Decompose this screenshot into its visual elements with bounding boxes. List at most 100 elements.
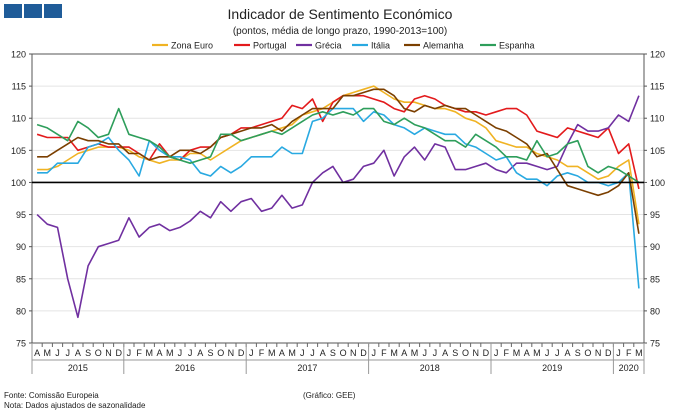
series-line-portugal xyxy=(36,94,640,190)
y-tick-label-right: 90 xyxy=(650,242,660,252)
year-label: 2020 xyxy=(619,363,639,373)
chart: Indicador de Sentimento Económico (ponto… xyxy=(11,6,665,374)
legend-label: Alemanha xyxy=(423,41,464,51)
x-tick-label: M xyxy=(44,348,52,358)
x-tick-label: J xyxy=(127,348,132,358)
legend-label: Portugal xyxy=(253,41,287,51)
legend-label: Zona Euro xyxy=(171,41,213,51)
year-label: 2015 xyxy=(68,363,88,373)
y-tick-label-right: 115 xyxy=(650,82,664,92)
x-tick-label: A xyxy=(75,348,81,358)
series-line-alemanha xyxy=(37,88,640,234)
x-tick-label: N xyxy=(105,348,112,358)
x-tick-label: F xyxy=(381,348,387,358)
x-tick-label: M xyxy=(390,348,398,358)
x-tick-label: D xyxy=(238,348,245,358)
y-tick-label-left: 95 xyxy=(16,210,26,220)
year-label: 2016 xyxy=(175,363,195,373)
chart-credit: (Gráfico: GEE) xyxy=(303,391,356,400)
year-label: 2017 xyxy=(297,363,317,373)
y-tick-label-right: 80 xyxy=(650,306,660,316)
y-tick-label-right: 105 xyxy=(650,146,665,156)
y-tick-label-right: 75 xyxy=(650,339,660,349)
y-tick-label-right: 110 xyxy=(650,114,664,124)
x-tick-label: J xyxy=(249,348,254,358)
series-line-espanha xyxy=(36,107,640,184)
y-tick-label-left: 80 xyxy=(16,306,26,316)
x-tick-label: J xyxy=(300,348,305,358)
x-tick-label: A xyxy=(156,348,162,358)
x-tick-label: S xyxy=(575,348,581,358)
x-tick-label: A xyxy=(524,348,530,358)
x-tick-label: O xyxy=(462,348,469,358)
plot-frame xyxy=(31,53,645,344)
seasonal-adjustment-note: Nota: Dados ajustados de sazonalidade xyxy=(4,401,146,410)
legend-label: Itália xyxy=(371,41,390,51)
year-label: 2019 xyxy=(542,363,562,373)
x-tick-label: N xyxy=(228,348,235,358)
x-tick-label: J xyxy=(616,348,621,358)
legend-label: Espanha xyxy=(499,41,535,51)
x-tick-label: D xyxy=(483,348,490,358)
series-line-itália xyxy=(37,107,640,289)
y-axis-right: 75 80 85 90 95 100 105 110 115 120 xyxy=(644,50,665,349)
logo xyxy=(4,4,62,18)
x-tick-label: J xyxy=(178,348,183,358)
x-tick-label: J xyxy=(494,348,499,358)
logo-square-3 xyxy=(44,4,62,18)
x-tick-label: O xyxy=(217,348,224,358)
x-tick-label: O xyxy=(340,348,347,358)
x-tick-label: A xyxy=(401,348,407,358)
chart-subtitle: (pontos, média de longo prazo, 1990-2013… xyxy=(233,26,447,37)
legend-label: Grécia xyxy=(315,41,342,51)
x-tick-label: J xyxy=(371,348,376,358)
x-tick-label: S xyxy=(85,348,91,358)
x-tick-label: M xyxy=(513,348,521,358)
y-tick-label-right: 100 xyxy=(650,178,665,188)
x-tick-label: S xyxy=(330,348,336,358)
source-note: Fonte: Comissão Europeia xyxy=(4,391,99,400)
x-tick-label: D xyxy=(360,348,367,358)
y-tick-label-left: 105 xyxy=(11,146,26,156)
x-tick-label: D xyxy=(115,348,122,358)
x-tick-label: M xyxy=(411,348,419,358)
y-tick-label-right: 120 xyxy=(650,50,665,60)
x-tick-label: F xyxy=(136,348,142,358)
x-tick-label: J xyxy=(545,348,550,358)
x-tick-label: J xyxy=(310,348,315,358)
gridlines xyxy=(32,85,644,312)
x-tick-label: N xyxy=(350,348,357,358)
x-tick-label: M xyxy=(533,348,541,358)
x-tick-label: A xyxy=(197,348,203,358)
x-tick-label: A xyxy=(34,348,40,358)
y-tick-label-left: 75 xyxy=(16,339,26,349)
series-line-grécia xyxy=(36,95,640,319)
x-tick-label: J xyxy=(433,348,438,358)
x-tick-label: A xyxy=(564,348,570,358)
legend: Zona Euro Portugal Grécia Itália Alemanha Esp… xyxy=(152,41,535,51)
x-tick-label: S xyxy=(207,348,213,358)
x-tick-label: J xyxy=(555,348,560,358)
x-tick-label: N xyxy=(595,348,602,358)
y-tick-label-right: 85 xyxy=(650,274,660,284)
x-tick-label: A xyxy=(320,348,326,358)
x-tick-label: A xyxy=(442,348,448,358)
x-tick-label: J xyxy=(188,348,193,358)
y-tick-label-left: 100 xyxy=(11,178,26,188)
x-tick-label: F xyxy=(626,348,632,358)
y-tick-label-right: 95 xyxy=(650,210,660,220)
x-tick-label: D xyxy=(605,348,612,358)
x-tick-label: M xyxy=(288,348,296,358)
x-tick-label: J xyxy=(422,348,427,358)
y-tick-label-left: 110 xyxy=(12,114,26,124)
y-tick-label-left: 120 xyxy=(11,50,26,60)
year-label: 2018 xyxy=(420,363,440,373)
y-tick-label-left: 115 xyxy=(12,82,26,92)
y-tick-label-left: 85 xyxy=(16,274,26,284)
x-tick-label: M xyxy=(146,348,154,358)
x-tick-label: F xyxy=(259,348,265,358)
y-axis-left: 75 80 85 90 95 100 105 110 115 120 xyxy=(11,50,32,349)
x-tick-label: N xyxy=(472,348,479,358)
x-tick-label: S xyxy=(452,348,458,358)
